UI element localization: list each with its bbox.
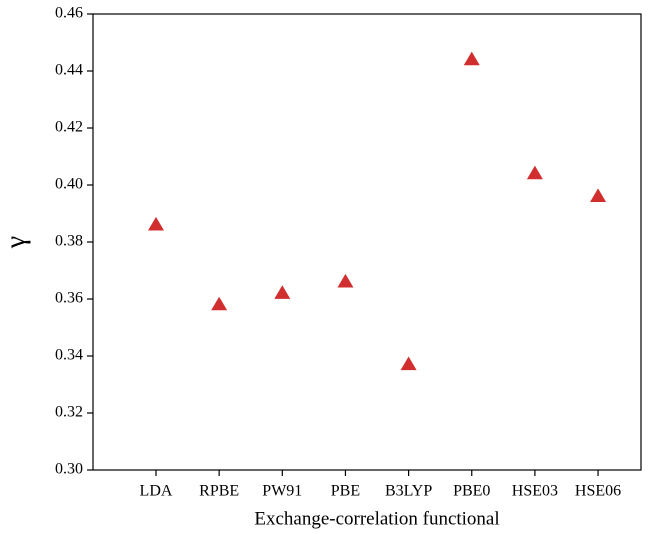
data-point: [337, 273, 354, 288]
plot-frame: [92, 13, 642, 471]
y-tick-label: 0.36: [55, 290, 83, 307]
data-point: [148, 216, 164, 231]
x-tick-label: PW91: [262, 483, 302, 500]
data-point: [463, 51, 480, 66]
data-point: [211, 296, 228, 311]
y-tick-label: 0.34: [55, 347, 83, 364]
x-axis-label: Exchange-correlation functional: [254, 508, 499, 529]
x-tick-label: PBE: [331, 483, 360, 500]
x-tick-label: RPBE: [199, 483, 239, 500]
y-tick-label: 0.46: [55, 5, 83, 22]
data-point: [590, 188, 607, 202]
y-axis-label: γ: [0, 236, 31, 249]
data-point: [400, 356, 417, 371]
x-tick-label: PBE0: [453, 483, 490, 500]
y-tick-label: 0.42: [55, 119, 83, 136]
y-tick-label: 0.38: [55, 233, 83, 250]
x-tick-label: B3LYP: [385, 483, 432, 500]
y-tick-label: 0.40: [55, 176, 83, 193]
x-tick-label: HSE03: [512, 483, 558, 500]
data-point: [274, 285, 291, 299]
y-tick-label: 0.32: [55, 404, 83, 421]
y-tick-label: 0.44: [55, 62, 83, 79]
data-point: [526, 165, 543, 180]
y-tick-label: 0.30: [55, 461, 83, 478]
x-tick-label: HSE06: [575, 483, 621, 500]
x-tick-label: LDA: [140, 483, 173, 500]
